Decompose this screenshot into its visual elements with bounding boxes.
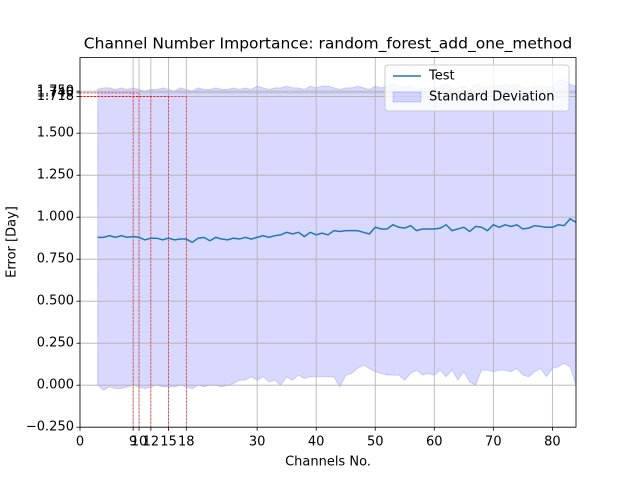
y-tick-label: 1.740 (37, 85, 74, 100)
x-tick-label: 12 (143, 435, 160, 450)
y-tick-label: 1.000 (37, 210, 74, 225)
y-tick-label: 0.250 (37, 336, 74, 351)
y-tick-label: −0.250 (26, 420, 74, 435)
x-tick-label: 10 (131, 435, 148, 450)
x-axis-label: Channels No. (285, 455, 371, 470)
x-tick-label: 80 (544, 435, 561, 450)
y-axis-label: Error [Day] (5, 206, 20, 278)
x-tick-label: 70 (485, 435, 502, 450)
x-tick-label: 18 (178, 435, 195, 450)
y-tick-label: 1.250 (37, 168, 74, 183)
y-tick-label: 0.000 (37, 378, 74, 393)
legend-label: Standard Deviation (429, 90, 554, 105)
x-tick-label: 15 (160, 435, 177, 450)
y-tick-label: 1.500 (37, 126, 74, 141)
test-line (97, 217, 577, 244)
x-tick-label: 0 (76, 435, 84, 450)
x-tick-label: 9 (129, 435, 137, 450)
y-tick-label: 0.750 (37, 252, 74, 267)
std-band (97, 78, 577, 391)
legend-swatch (392, 91, 422, 103)
plot-frame (79, 57, 577, 428)
x-tick-label: 40 (308, 435, 325, 450)
legend-box (384, 64, 570, 112)
chart-title: Channel Number Importance: random_forest… (84, 35, 572, 54)
y-tick-label: 0.500 (37, 294, 74, 309)
x-tick-label: 30 (249, 435, 266, 450)
y-tick-label: 1.750 (37, 84, 74, 99)
y-tick-label: 1.718 (37, 89, 74, 104)
x-tick-label: 50 (367, 435, 384, 450)
legend-label: Test (428, 69, 455, 84)
x-tick-label: 60 (426, 435, 443, 450)
